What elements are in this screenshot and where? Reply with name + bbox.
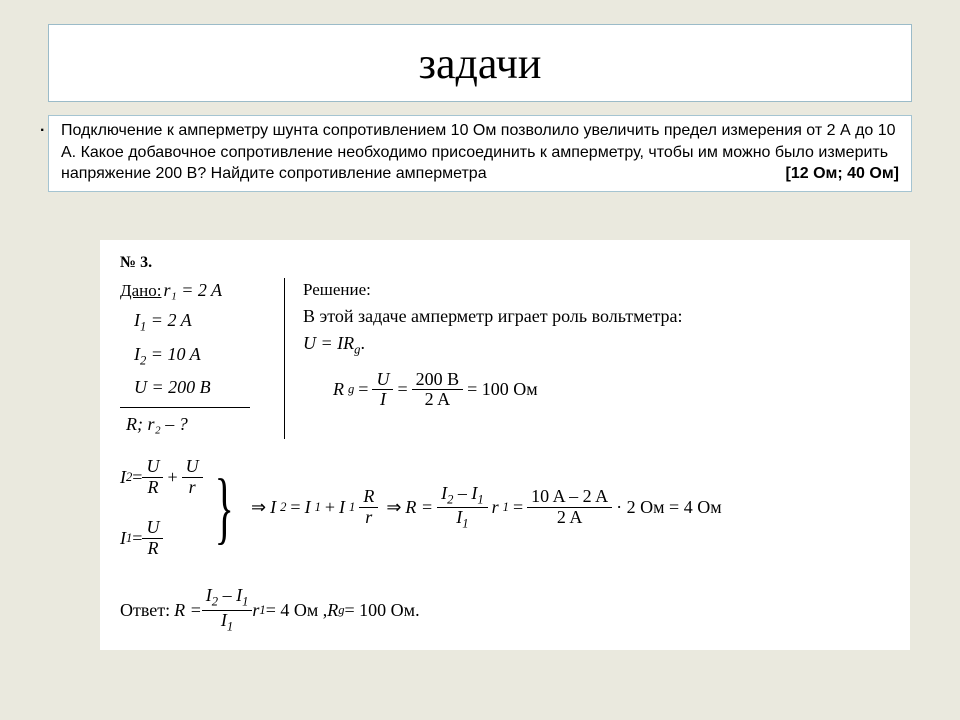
brace-icon: } (214, 468, 233, 548)
given-U: U = 200 В (134, 377, 272, 398)
title-box: задачи (48, 24, 912, 102)
solution-panel: № 3. Дано:r₁ = 2 A I1 = 2 A I2 = 10 A U … (100, 240, 910, 650)
problem-answer: [12 Ом; 40 Ом] (786, 163, 899, 185)
problem-number: № 3. (120, 254, 890, 272)
given-I2: I2 = 10 A (134, 344, 272, 369)
given-solution-columns: Дано:r₁ = 2 A I1 = 2 A I2 = 10 A U = 200… (120, 278, 890, 439)
solution-column: Решение: В этой задаче амперметр играет … (285, 278, 890, 439)
given-find: R; r₂ – ? (126, 414, 272, 435)
problem-statement: Подключение к амперметру шунта сопротивл… (48, 115, 912, 192)
page-title: задачи (419, 38, 542, 89)
formula-Rg: Rg = UI = 200 В2 A = 100 Ом (333, 370, 890, 411)
given-label: Дано: (120, 281, 161, 300)
list-dot: . (40, 118, 44, 136)
given-separator (120, 407, 250, 408)
statement-1: В этой задаче амперметр играет роль воль… (303, 306, 890, 327)
solution-label: Решение: (303, 280, 890, 300)
derivation-row: I2 = UR + Ur I1 = UR } ⇒ I2 = I1 + I1 Rr… (120, 447, 890, 568)
equation-system: I2 = UR + Ur I1 = UR } (120, 447, 247, 568)
formula-U-IRg: U = IRg. (303, 333, 890, 358)
given-I1: I1 = 2 A (134, 310, 272, 335)
problem-text: Подключение к амперметру шунта сопротивл… (61, 122, 896, 182)
answer-row: Ответ: R = I2 – I1I1 r1 = 4 Ом , Rg = 10… (120, 586, 890, 634)
given-column: Дано:r₁ = 2 A I1 = 2 A I2 = 10 A U = 200… (120, 278, 285, 439)
